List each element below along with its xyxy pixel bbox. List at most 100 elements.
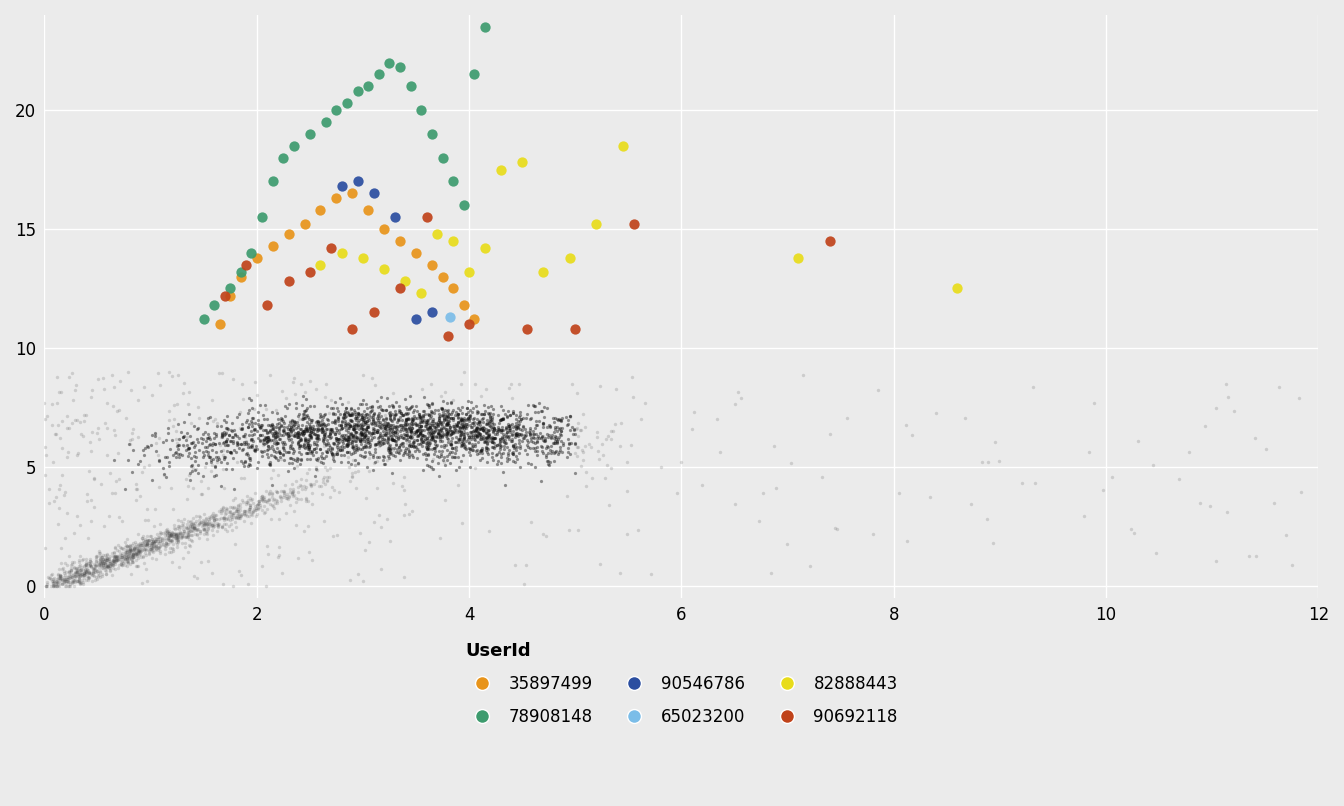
Point — [453, 449, 474, 462]
Point — [433, 405, 454, 418]
Point — [312, 434, 333, 447]
Point — [66, 575, 87, 588]
Point — [306, 428, 328, 441]
Point — [531, 432, 552, 445]
Point — [469, 453, 491, 466]
Point — [454, 420, 476, 433]
Point — [284, 444, 305, 457]
Point — [401, 418, 422, 430]
Point — [194, 514, 215, 527]
Point — [449, 432, 470, 445]
Point — [325, 423, 347, 436]
Point — [187, 436, 208, 449]
Point — [482, 425, 504, 438]
Point — [508, 410, 530, 423]
Point — [278, 491, 300, 504]
Point — [567, 523, 589, 536]
Point — [270, 418, 292, 431]
Point — [364, 418, 386, 431]
Point — [173, 430, 195, 442]
Point — [177, 515, 199, 528]
Point — [450, 427, 472, 440]
Point — [376, 433, 398, 446]
Point — [128, 546, 149, 559]
Point — [261, 420, 282, 433]
Point — [124, 540, 145, 553]
Point — [491, 451, 512, 463]
Point — [435, 422, 457, 435]
Point — [484, 422, 505, 434]
Point — [263, 436, 285, 449]
Point — [340, 420, 362, 433]
Point — [398, 431, 419, 444]
Point — [160, 535, 181, 548]
Point — [458, 437, 480, 450]
Point — [405, 441, 426, 454]
Point — [368, 409, 390, 422]
Point — [317, 437, 339, 450]
Point — [323, 437, 344, 450]
Point — [226, 435, 247, 448]
Point — [433, 395, 454, 408]
Point — [456, 422, 477, 434]
Point — [521, 427, 543, 440]
Point — [226, 430, 247, 442]
Point — [567, 440, 589, 453]
Point — [298, 442, 320, 455]
Point — [429, 413, 450, 426]
Point — [551, 411, 573, 424]
Point — [519, 429, 540, 442]
Point — [401, 422, 422, 434]
Point — [274, 417, 296, 430]
Point — [359, 535, 380, 548]
Point — [282, 484, 304, 497]
Point — [333, 418, 355, 431]
Point — [460, 442, 481, 455]
Point — [163, 530, 184, 543]
Point — [473, 423, 495, 436]
Point — [442, 426, 464, 439]
Point — [431, 430, 453, 442]
Point — [238, 457, 259, 470]
Point — [384, 426, 406, 438]
Point — [548, 430, 570, 443]
Point — [340, 427, 362, 440]
Point — [309, 442, 331, 455]
Point — [297, 441, 319, 454]
Point — [314, 478, 336, 491]
Point — [364, 416, 386, 429]
Point — [340, 420, 362, 433]
Point — [328, 413, 349, 426]
Point — [433, 416, 454, 429]
Point — [442, 235, 464, 247]
Point — [421, 418, 442, 431]
Point — [152, 533, 173, 546]
Point — [353, 543, 375, 556]
Point — [253, 408, 274, 421]
Point — [300, 445, 321, 458]
Point — [444, 424, 465, 437]
Point — [341, 471, 363, 484]
Point — [331, 449, 352, 462]
Point — [403, 439, 425, 452]
Point — [43, 575, 65, 588]
Point — [442, 175, 464, 188]
Point — [65, 565, 86, 578]
Point — [219, 506, 241, 519]
Point — [298, 438, 320, 451]
Point — [544, 435, 566, 448]
Point — [112, 556, 133, 569]
Point — [460, 430, 481, 443]
Point — [476, 441, 497, 454]
Point — [345, 409, 367, 422]
Point — [519, 422, 540, 434]
Point — [228, 432, 250, 445]
Point — [387, 413, 409, 426]
Point — [288, 437, 309, 450]
Point — [224, 492, 246, 505]
Point — [47, 575, 69, 588]
Point — [324, 427, 345, 440]
Point — [430, 416, 452, 429]
Point — [630, 412, 652, 425]
Point — [343, 429, 364, 442]
